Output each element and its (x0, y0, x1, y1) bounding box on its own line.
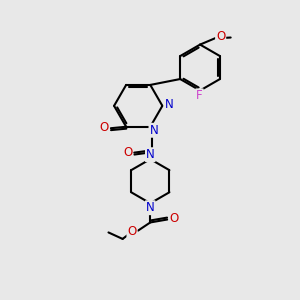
Text: N: N (146, 148, 155, 161)
Text: N: N (146, 201, 155, 214)
Text: O: O (128, 225, 137, 238)
Text: O: O (123, 146, 132, 159)
Text: O: O (216, 30, 225, 43)
Text: N: N (149, 124, 158, 137)
Text: N: N (164, 98, 173, 111)
Text: F: F (196, 89, 203, 102)
Text: O: O (169, 212, 178, 225)
Text: O: O (100, 121, 109, 134)
